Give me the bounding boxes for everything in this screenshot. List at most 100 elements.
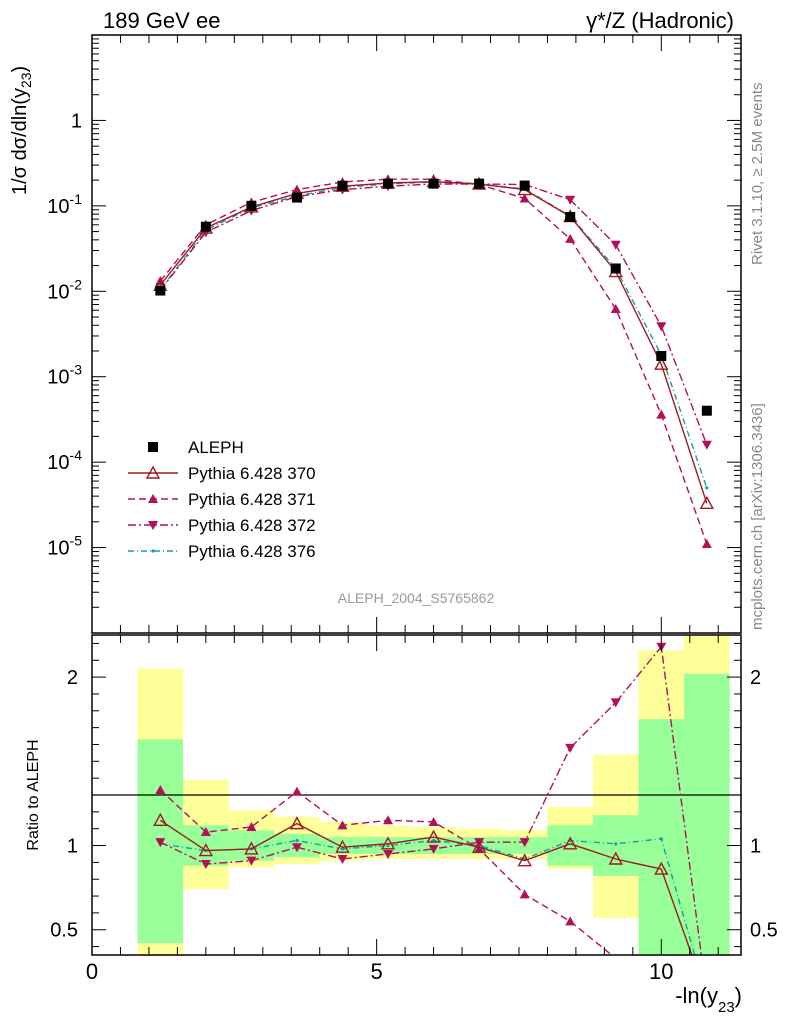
bottom-series-layer [153,642,703,955]
bottom-y-tick-label-right: 1 [750,836,761,858]
top-y-tick-label: 1 [71,110,82,132]
x-axis-ticks: 0 5 10 [86,35,719,984]
legend-label-p376: Pythia 6.428 376 [188,542,316,561]
top-frame [91,34,742,634]
bottom-y-tick-label-left: 2 [67,667,78,689]
point-p372 [565,195,576,205]
point-data [383,178,394,189]
point-p376 [705,486,709,490]
ratio-point-p370 [654,861,669,875]
side-text-top: Rivet 3.1.10, ≥ 2.5M events [749,83,766,266]
bottom-y-tick-label-left: 1 [67,836,78,858]
top-y-tick-label: 10-1 [47,191,82,218]
legend-marker-p370 [145,465,161,479]
legend-item-data: ALEPH [148,438,244,457]
legend-marker-p371 [148,494,158,503]
point-data [701,405,712,416]
series-data [155,178,712,416]
ratio-point-p370 [608,851,623,865]
top-y-tick-label: 10-5 [47,533,82,560]
legend-label-p370: Pythia 6.428 370 [188,464,316,483]
ratio-point-p372 [565,743,576,753]
point-data [565,212,576,223]
x-tick-label: 5 [371,959,383,984]
point-p371 [519,193,530,203]
ratio-point-p371 [428,816,439,826]
ratio-point-p376 [340,847,345,851]
ratio-point-p371 [337,820,348,830]
ratio-point-p370 [517,853,532,867]
legend-label-p372: Pythia 6.428 372 [188,516,316,535]
ratio-point-p376 [386,843,390,848]
ratio-point-p372 [337,855,348,864]
point-p371 [701,539,712,549]
ratio-point-p370 [471,839,487,853]
side-text-bottom: mcplots.cern.ch [arXiv:1306.3436] [749,403,766,630]
legend: ALEPH Pythia 6.428 370 Pythia 6.428 371 Pyt… [128,438,316,561]
bottom-y-tick-label-right: 2 [750,667,761,689]
point-data [610,263,621,274]
point-data [519,180,530,191]
watermark: ALEPH_2004_S5765862 [338,590,495,606]
legend-label-p371: Pythia 6.428 371 [188,490,316,509]
ratio-point-p372 [428,844,439,854]
ratio-series-p370 [153,812,693,955]
inner-band-bin [684,673,730,955]
ratio-point-p370 [335,839,350,853]
right-title: γ*/Z (Hadronic) [586,8,734,33]
ratio-series-p372 [155,642,703,955]
legend-item-p372: Pythia 6.428 372 [128,516,316,535]
top-y-tick-label: 10-3 [47,362,82,389]
ratio-point-p370 [426,829,441,843]
inner-band-bin [638,719,685,955]
ratio-point-p372 [519,838,530,848]
ratio-point-p372 [155,838,166,848]
bottom-y-axis-label: Ratio to ALEPH [25,739,42,850]
ratio-point-p372 [383,849,394,859]
ratio-series-group [153,642,703,955]
ratio-point-p370 [153,812,168,826]
ratio-point-p371 [291,786,302,796]
point-data [291,192,302,203]
point-p372 [610,240,621,250]
point-data [428,178,439,189]
ratio-point-p371 [383,815,394,825]
legend-marker-p372 [148,521,158,530]
ratio-series-p371 [155,784,613,955]
ratio-point-p370 [380,836,396,850]
bottom-y-tick-label-right: 0.5 [750,920,778,942]
ratio-point-p371 [155,784,166,794]
ratio-point-p371 [519,889,530,899]
legend-label-data: ALEPH [188,438,244,457]
point-data [200,221,211,232]
top-panel: 1 10-1 10-2 10-3 10-4 10-5 ALEPH_2004_S576586… [9,34,742,634]
ratio-point-p372 [291,843,302,853]
bottom-ticks: 0.5 0.5 1 1 2 2 [50,642,778,948]
bottom-y-tick-label-left: 0.5 [50,920,78,942]
point-data [155,285,166,296]
legend-item-p376: Pythia 6.428 376 [128,542,316,561]
top-ticks: 1 10-1 10-2 10-3 10-4 10-5 [47,38,741,634]
ratio-point-p372 [200,860,211,870]
ratio-line-p370 [159,819,693,955]
point-p370 [654,356,669,370]
legend-marker-p376 [151,549,155,553]
inner-band-bin [592,815,639,876]
left-title: 189 GeV ee [103,8,220,33]
ratio-point-p376 [614,842,618,846]
legend-marker-data [148,442,158,452]
point-p371 [565,233,576,243]
ratio-point-p371 [246,822,257,831]
top-y-tick-label: 10-2 [47,276,82,303]
ratio-point-p371 [565,916,576,926]
ratio-point-p376 [659,837,663,841]
ratio-point-p370 [198,843,214,857]
ratio-point-p372 [610,698,621,708]
legend-item-p370: Pythia 6.428 370 [128,464,316,483]
x-tick-label: 0 [86,959,98,984]
ratio-point-p376 [295,838,299,843]
ratio-point-p370 [244,841,259,855]
ratio-point-p376 [431,838,436,843]
bottom-panel: 0.5 0.5 1 1 2 2 Ratio to ALEPH [25,634,778,956]
